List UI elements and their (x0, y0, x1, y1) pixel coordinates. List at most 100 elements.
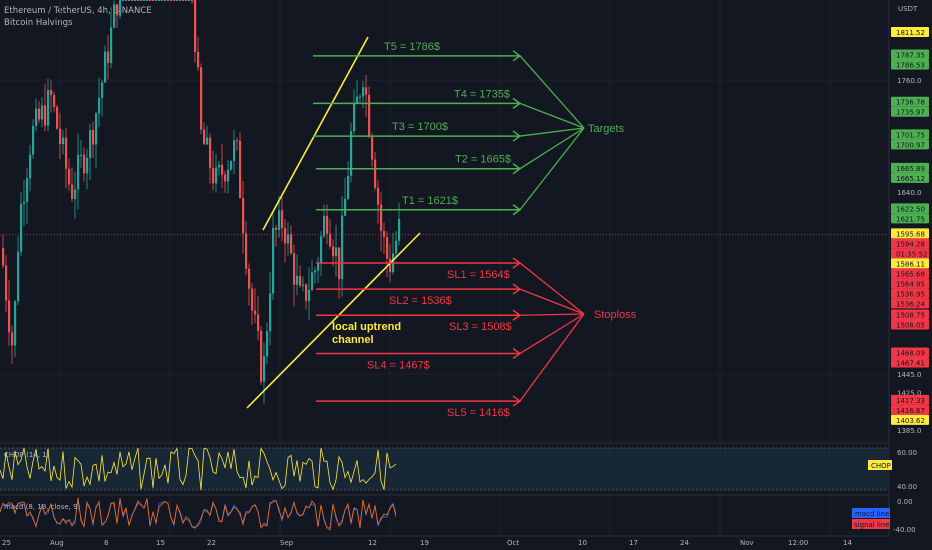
chop-indicator-label: CHOP (14, 1) (4, 451, 50, 459)
candle-body (56, 107, 59, 129)
candle-body (5, 265, 8, 301)
stop-label: SL5 = 1416$ (447, 407, 510, 419)
candle-body (149, 0, 152, 1)
macd-level-label: -40.00 (893, 526, 916, 534)
candle-body (161, 0, 164, 1)
candle-body (326, 215, 329, 234)
candle-body (47, 89, 50, 126)
candle-body (116, 4, 119, 16)
candle-body (239, 141, 242, 199)
candle-body (359, 96, 362, 98)
candle-body (32, 125, 35, 155)
candle-body (131, 0, 134, 1)
candle-body (17, 251, 20, 302)
candle-body (110, 27, 113, 64)
candle-body (77, 154, 80, 190)
price-tag-value: 1700.97 (896, 141, 925, 149)
candle-body (296, 275, 299, 285)
price-tag-value: 1565.68 (896, 270, 925, 278)
price-tag-value: 1467.41 (896, 359, 925, 367)
candle-body (35, 108, 38, 126)
price-tag (891, 347, 929, 358)
candle-body (224, 174, 227, 182)
candle-body (308, 289, 311, 302)
candle-body (206, 137, 209, 145)
target-label: T3 = 1700$ (392, 121, 448, 133)
candle-body (368, 94, 371, 137)
candle-body (377, 187, 380, 205)
time-tick-label: 22 (207, 539, 216, 547)
price-tag-value: 1508.75 (896, 312, 925, 320)
time-tick-label: Aug (50, 539, 64, 547)
candle-body (230, 161, 233, 170)
time-tick-label: 19 (420, 539, 429, 547)
price-tag-value: 1786.53 (896, 62, 925, 70)
price-tag-value: 1564.95 (896, 280, 925, 288)
target-fan-line (519, 127, 585, 211)
candle-body (26, 178, 29, 202)
candle-body (143, 0, 146, 1)
candle-body (200, 67, 203, 130)
candle-body (128, 0, 131, 1)
price-tag (891, 298, 929, 309)
candle-body (383, 230, 386, 237)
price-tag (891, 404, 929, 415)
time-tick-label: 10 (578, 539, 587, 547)
stoploss-group-label: Stoploss (594, 309, 637, 321)
candle-body (59, 128, 62, 145)
price-tick-label: 1760.0 (897, 77, 922, 85)
price-tag (891, 228, 929, 239)
candle-body (179, 0, 182, 1)
time-tick-label: Sep (280, 539, 294, 547)
stop-fan-line (519, 313, 585, 316)
chop-band (0, 448, 888, 490)
candle-body (266, 331, 269, 357)
target-label: T2 = 1665$ (455, 154, 511, 166)
candle-body (104, 51, 107, 83)
chop-line (0, 447, 397, 491)
price-tag-value: 1621.75 (896, 215, 925, 223)
candle-body (137, 0, 140, 1)
macd-legend-label: macd line (855, 510, 889, 518)
candle-body (257, 314, 260, 331)
candle-body (215, 167, 218, 184)
candle-body (80, 154, 83, 156)
candle-body (164, 0, 167, 1)
price-tag (891, 238, 929, 249)
chop-tag (868, 460, 892, 470)
candle-body (287, 234, 290, 244)
candle-body (212, 168, 215, 184)
time-tick-label: 8 (104, 539, 108, 547)
candle-body (62, 137, 65, 145)
candle-body (158, 0, 161, 1)
stop-label: SL1 = 1564$ (447, 269, 510, 281)
candle-body (317, 262, 320, 271)
candle-body (302, 284, 305, 286)
time-tick-label: 14 (843, 539, 852, 547)
candle-body (365, 87, 368, 95)
price-tag-value: 1586.11 (896, 260, 925, 268)
price-tag-timer (891, 248, 929, 259)
candle-body (98, 97, 101, 114)
candle-body (344, 198, 347, 216)
price-tag-value: 1665.12 (896, 175, 925, 183)
candle-body (173, 0, 176, 1)
candle-body (23, 201, 26, 204)
price-tag-value: 1595.68 (896, 230, 925, 238)
candle-body (347, 175, 350, 199)
channel-label: channel (332, 334, 374, 346)
time-tick-label: 12:00 (788, 539, 808, 547)
price-tag (891, 213, 929, 224)
candle-body (50, 89, 53, 95)
price-tag (891, 129, 929, 140)
candle-body (233, 140, 236, 162)
candle-body (29, 154, 32, 179)
stop-fan-line (519, 262, 585, 315)
candle-body (14, 301, 17, 346)
macd-legend-tag (852, 508, 890, 518)
signal-legend-tag (852, 519, 890, 529)
price-tag (891, 49, 929, 60)
price-tag (891, 278, 929, 289)
price-tag-value: 1403.62 (896, 417, 925, 425)
